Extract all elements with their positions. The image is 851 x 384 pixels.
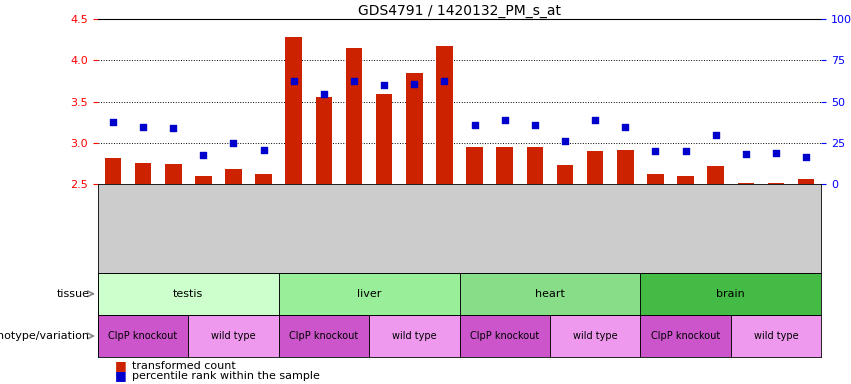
Bar [587, 151, 603, 184]
Bar [285, 37, 302, 184]
Text: percentile rank within the sample: percentile rank within the sample [132, 371, 320, 381]
Bar [640, 315, 731, 357]
Text: ClpP knockout: ClpP knockout [470, 331, 540, 341]
Bar [188, 315, 278, 357]
Point [679, 148, 693, 154]
Point [136, 123, 150, 129]
Text: testis: testis [173, 289, 203, 299]
Bar [617, 150, 634, 184]
Point [287, 78, 300, 84]
Point [468, 122, 482, 128]
Point [347, 78, 361, 84]
Point [709, 132, 722, 138]
Bar [460, 315, 550, 357]
Bar [460, 273, 640, 315]
Bar [527, 147, 543, 184]
Bar [195, 176, 212, 184]
Text: liver: liver [357, 289, 381, 299]
Bar [437, 46, 453, 184]
Bar [165, 164, 181, 184]
Bar [255, 174, 272, 184]
Text: wild type: wild type [573, 331, 618, 341]
Bar [640, 273, 821, 315]
Bar [278, 315, 369, 357]
Bar [707, 166, 724, 184]
Text: ■: ■ [115, 359, 127, 372]
Point [408, 81, 421, 87]
Text: heart: heart [535, 289, 565, 299]
Bar [677, 176, 694, 184]
Bar [496, 147, 513, 184]
Point [377, 82, 391, 88]
Point [558, 137, 572, 144]
Bar [105, 158, 121, 184]
Bar [466, 147, 483, 184]
Bar [346, 48, 363, 184]
Bar [798, 179, 814, 184]
Point [619, 123, 632, 129]
Point [437, 78, 451, 84]
Title: GDS4791 / 1420132_PM_s_at: GDS4791 / 1420132_PM_s_at [358, 4, 561, 18]
Bar [738, 183, 754, 184]
Point [528, 122, 542, 128]
Bar [406, 73, 423, 184]
Point [498, 117, 511, 123]
Text: ClpP knockout: ClpP knockout [651, 331, 720, 341]
Bar [557, 166, 574, 184]
Text: wild type: wild type [392, 331, 437, 341]
Bar [647, 174, 664, 184]
Point [167, 125, 180, 131]
Point [106, 119, 120, 126]
Bar [369, 315, 460, 357]
Bar [98, 273, 278, 315]
Point [197, 152, 210, 159]
Point [648, 148, 662, 154]
Bar [134, 163, 151, 184]
Text: wild type: wild type [211, 331, 256, 341]
Bar [731, 315, 821, 357]
Text: wild type: wild type [754, 331, 798, 341]
Text: ClpP knockout: ClpP knockout [108, 331, 178, 341]
Text: ClpP knockout: ClpP knockout [289, 331, 358, 341]
Bar [316, 97, 332, 184]
Text: tissue: tissue [56, 289, 89, 299]
Bar [550, 315, 640, 357]
Text: brain: brain [717, 289, 745, 299]
Point [769, 150, 783, 156]
Text: ■: ■ [115, 369, 127, 382]
Bar [278, 273, 460, 315]
Bar [98, 315, 188, 357]
Point [257, 147, 271, 153]
Point [739, 151, 752, 157]
Bar [226, 169, 242, 184]
Point [799, 154, 813, 160]
Text: genotype/variation: genotype/variation [0, 331, 89, 341]
Point [317, 91, 331, 97]
Text: transformed count: transformed count [132, 361, 236, 371]
Bar [376, 94, 392, 184]
Point [226, 140, 240, 146]
Point [588, 117, 602, 123]
